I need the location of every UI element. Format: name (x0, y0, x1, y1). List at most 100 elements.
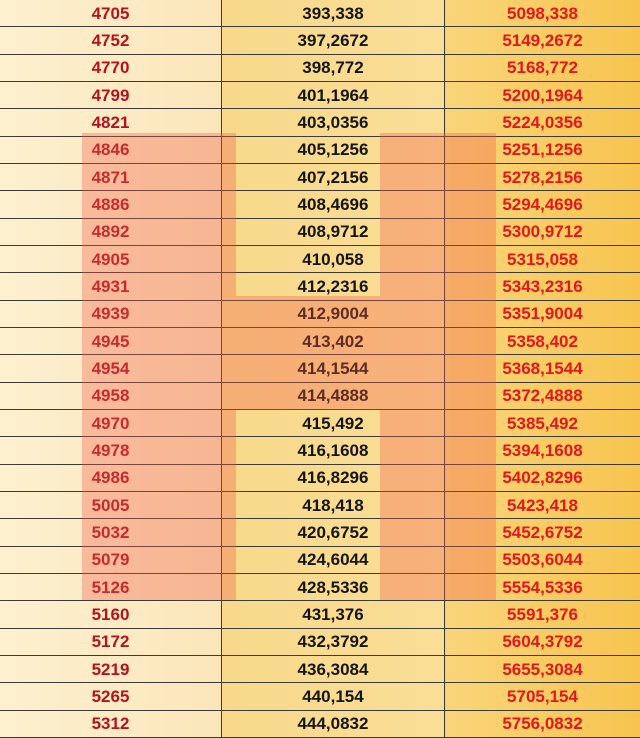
table-cell-a[interactable]: 4978 (0, 436, 222, 465)
table-cell-b[interactable]: 431,376 (221, 600, 445, 629)
table-row: 5160 431,376 5591,376 (0, 600, 640, 629)
table-cell-c[interactable]: 5278,2156 (444, 162, 640, 192)
table-cell-c[interactable]: 5300,9712 (444, 217, 640, 246)
table-cell-b[interactable]: 405,1256 (221, 135, 445, 164)
table-cell-b[interactable]: 440,154 (221, 682, 445, 711)
table-row: 4986 416,8296 5402,8296 (0, 463, 640, 492)
table-cell-c[interactable]: 5343,2316 (444, 272, 640, 301)
table-cell-c[interactable]: 5423,418 (444, 490, 640, 520)
table-row: 5032 420,6752 5452,6752 (0, 518, 640, 547)
table-cell-c[interactable]: 5200,1964 (444, 80, 640, 110)
table-cell-a[interactable]: 4886 (0, 190, 222, 219)
table-cell-c[interactable]: 5098,338 (444, 0, 640, 28)
table-cell-a[interactable]: 4954 (0, 354, 222, 383)
table-cell-c[interactable]: 5452,6752 (444, 518, 640, 547)
table-row: 4846 405,1256 5251,1256 (0, 135, 640, 164)
table-cell-b[interactable]: 416,8296 (221, 463, 445, 492)
table-cell-a[interactable]: 5312 (0, 709, 222, 738)
table-cell-c[interactable]: 5358,402 (444, 326, 640, 356)
table-cell-c[interactable]: 5503,6044 (444, 545, 640, 574)
table-row: 4954 414,1544 5368,1544 (0, 354, 640, 383)
table-cell-c[interactable]: 5372,4888 (444, 381, 640, 410)
table-cell-c[interactable]: 5705,154 (444, 682, 640, 711)
table-cell-a[interactable]: 4905 (0, 244, 222, 274)
table-row: 5079 424,6044 5503,6044 (0, 545, 640, 574)
table-cell-a[interactable]: 4821 (0, 108, 222, 137)
table-cell-a[interactable]: 5265 (0, 682, 222, 711)
table-cell-b[interactable]: 397,2672 (221, 26, 445, 55)
table-cell-c[interactable]: 5655,3084 (444, 654, 640, 684)
table-cell-c[interactable]: 5591,376 (444, 600, 640, 629)
table-cell-b[interactable]: 416,1608 (221, 436, 445, 465)
table-cell-a[interactable]: 5219 (0, 654, 222, 684)
table-cell-c[interactable]: 5168,772 (444, 53, 640, 82)
table-row: 4905 410,058 5315,058 (0, 244, 640, 274)
table-cell-b[interactable]: 444,0832 (221, 709, 445, 738)
table-cell-b[interactable]: 414,1544 (221, 354, 445, 383)
table-cell-b[interactable]: 418,418 (221, 490, 445, 520)
table-cell-b[interactable]: 415,492 (221, 408, 445, 438)
table-row: 4978 416,1608 5394,1608 (0, 436, 640, 465)
table-cell-b[interactable]: 428,5336 (221, 572, 445, 602)
table-cell-c[interactable]: 5224,0356 (444, 108, 640, 137)
table-row: 4886 408,4696 5294,4696 (0, 190, 640, 219)
table-cell-b[interactable]: 408,4696 (221, 190, 445, 219)
table-cell-a[interactable]: 5079 (0, 545, 222, 574)
table-row: 5265 440,154 5705,154 (0, 682, 640, 711)
table-cell-a[interactable]: 4752 (0, 26, 222, 55)
table-cell-c[interactable]: 5604,3792 (444, 627, 640, 656)
table-cell-a[interactable]: 4986 (0, 463, 222, 492)
table-cell-a[interactable]: 5172 (0, 627, 222, 656)
table-cell-b[interactable]: 413,402 (221, 326, 445, 356)
table-cell-a[interactable]: 4931 (0, 272, 222, 301)
table-cell-b[interactable]: 436,3084 (221, 654, 445, 684)
table-cell-b[interactable]: 414,4888 (221, 381, 445, 410)
table-cell-a[interactable]: 4770 (0, 53, 222, 82)
table-cell-a[interactable]: 4892 (0, 217, 222, 246)
table-cell-a[interactable]: 4871 (0, 162, 222, 192)
table-row: 5005 418,418 5423,418 (0, 490, 640, 520)
table-cell-b[interactable]: 408,9712 (221, 217, 445, 246)
table-cell-a[interactable]: 5160 (0, 600, 222, 629)
table-cell-b[interactable]: 424,6044 (221, 545, 445, 574)
table-cell-a[interactable]: 4945 (0, 326, 222, 356)
table-cell-c[interactable]: 5315,058 (444, 244, 640, 274)
table-cell-c[interactable]: 5554,5336 (444, 572, 640, 602)
table-row: 4939 412,9004 5351,9004 (0, 299, 640, 328)
table-cell-a[interactable]: 4958 (0, 381, 222, 410)
table-cell-b[interactable]: 432,3792 (221, 627, 445, 656)
table-cell-b[interactable]: 412,2316 (221, 272, 445, 301)
table-row: 4892 408,9712 5300,9712 (0, 217, 640, 246)
table-cell-a[interactable]: 4705 (0, 0, 222, 28)
table-cell-c[interactable]: 5251,1256 (444, 135, 640, 164)
table-cell-b[interactable]: 407,2156 (221, 162, 445, 192)
table-cell-b[interactable]: 398,772 (221, 53, 445, 82)
table-cell-c[interactable]: 5149,2672 (444, 26, 640, 55)
table-cell-b[interactable]: 393,338 (221, 0, 445, 28)
table-cell-b[interactable]: 412,9004 (221, 299, 445, 328)
table-cell-a[interactable]: 5032 (0, 518, 222, 547)
table-cell-b[interactable]: 420,6752 (221, 518, 445, 547)
table-cell-c[interactable]: 5368,1544 (444, 354, 640, 383)
table-cell-a[interactable]: 4939 (0, 299, 222, 328)
table-cell-a[interactable]: 4970 (0, 408, 222, 438)
table-cell-b[interactable]: 410,058 (221, 244, 445, 274)
table-cell-c[interactable]: 5294,4696 (444, 190, 640, 219)
table-cell-c[interactable]: 5402,8296 (444, 463, 640, 492)
table-cell-b[interactable]: 401,1964 (221, 80, 445, 110)
table-cell-a[interactable]: 5126 (0, 572, 222, 602)
table-cell-a[interactable]: 4799 (0, 80, 222, 110)
table-cell-a[interactable]: 5005 (0, 490, 222, 520)
table-cell-b[interactable]: 403,0356 (221, 108, 445, 137)
table-cell-c[interactable]: 5351,9004 (444, 299, 640, 328)
table-row: 5219 436,3084 5655,3084 (0, 654, 640, 684)
table-cell-c[interactable]: 5756,0832 (444, 709, 640, 738)
table-row: 4770 398,772 5168,772 (0, 53, 640, 82)
table-row: 4705 393,338 5098,338 (0, 0, 640, 28)
table-cell-c[interactable]: 5394,1608 (444, 436, 640, 465)
table-cell-a[interactable]: 4846 (0, 135, 222, 164)
table-cell-c[interactable]: 5385,492 (444, 408, 640, 438)
table-row: 4799 401,1964 5200,1964 (0, 80, 640, 110)
